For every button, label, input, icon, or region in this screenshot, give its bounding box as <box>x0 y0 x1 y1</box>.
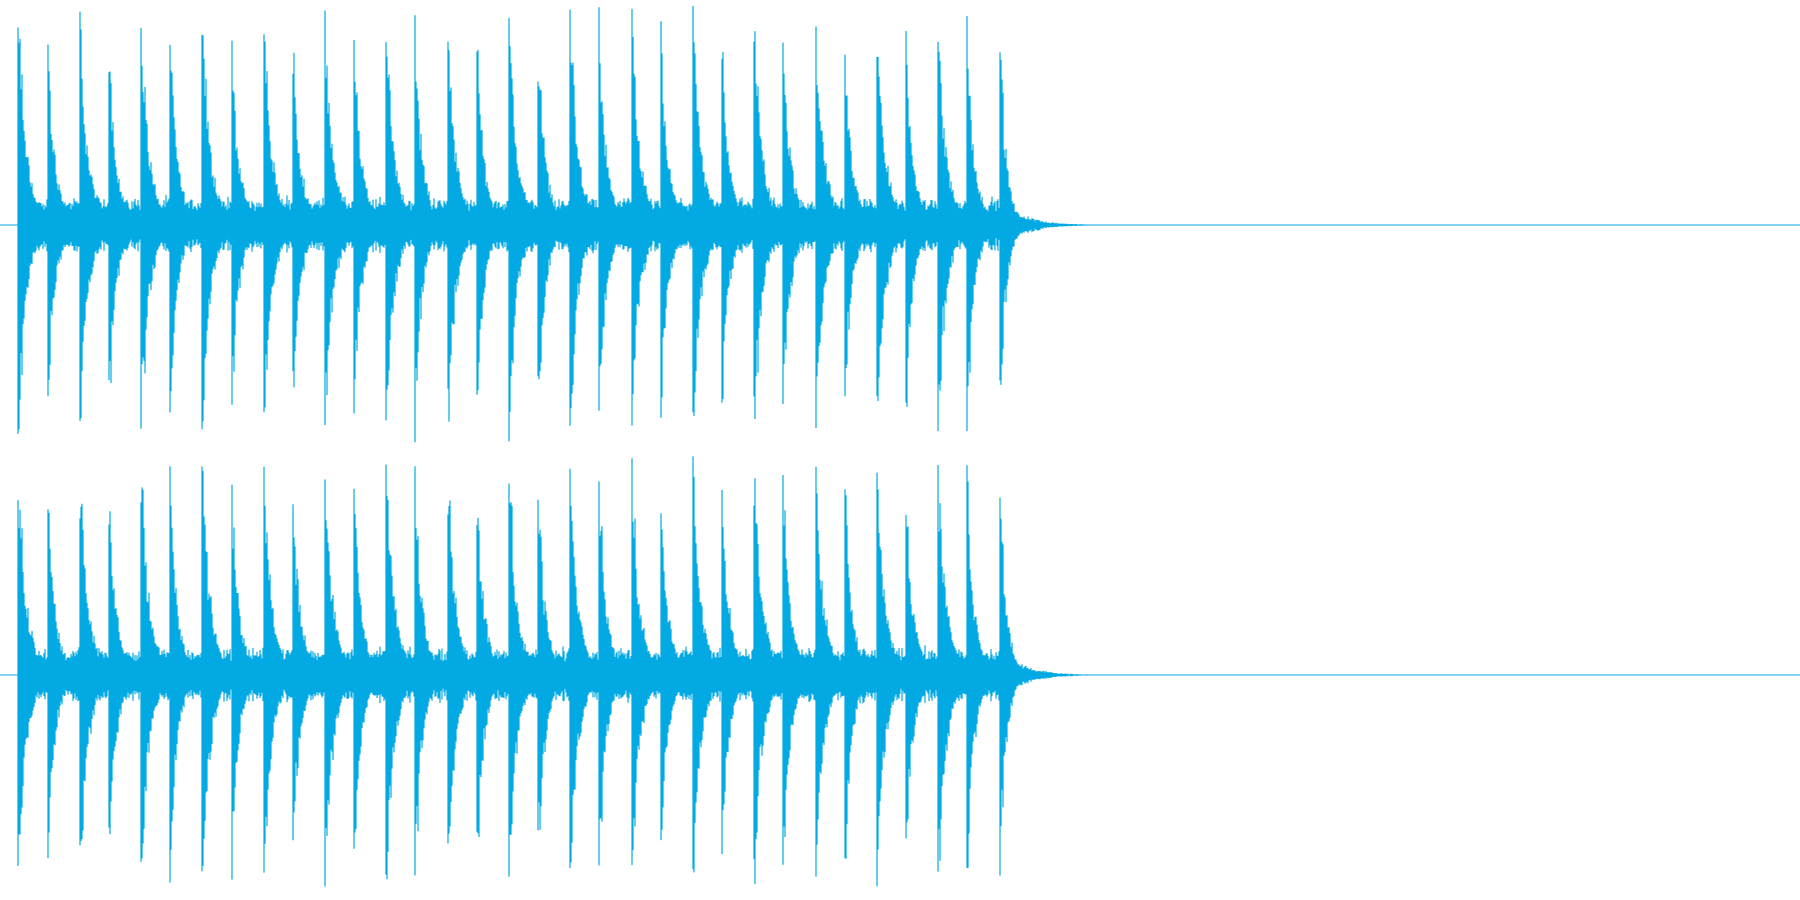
waveform-envelope <box>17 456 1107 887</box>
waveform-envelope <box>17 5 1107 443</box>
right-channel-waveform <box>0 456 1800 887</box>
left-channel-waveform <box>0 5 1800 443</box>
